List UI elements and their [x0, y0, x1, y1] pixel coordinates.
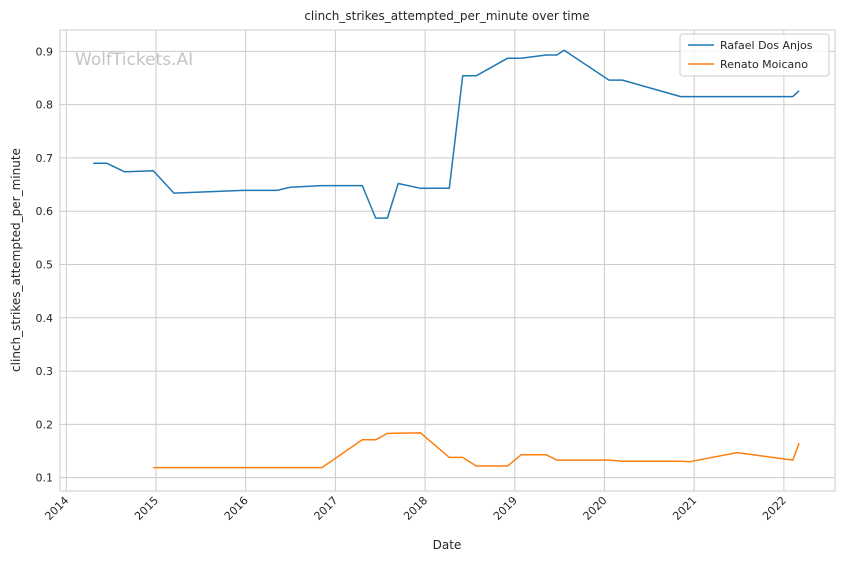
y-tick-label: 0.2 — [36, 418, 54, 431]
series-line-rafael-dos-anjos — [93, 49, 800, 219]
plot-frame — [59, 29, 836, 492]
legend-box — [679, 33, 830, 77]
x-tick-label: 2019 — [491, 494, 520, 523]
y-tick-label: 0.4 — [36, 312, 54, 325]
y-tick-label: 0.6 — [36, 205, 54, 218]
grid-lines — [60, 30, 835, 491]
x-tick-label: 2017 — [312, 494, 341, 523]
y-tick-label: 0.8 — [36, 99, 54, 112]
series-line-renato-moicano — [153, 432, 800, 469]
legend-label-rafael-dos-anjos: Rafael Dos Anjos — [720, 39, 813, 52]
x-tick-label: 2020 — [581, 494, 610, 523]
tick-labels: 0.1 0.2 0.3 0.4 0.5 0.6 0.7 0.8 0.9 2014 2015 2016 2… — [36, 45, 789, 523]
x-tick-label: 2014 — [42, 494, 71, 523]
y-tick-label: 0.3 — [36, 365, 54, 378]
series-lines — [93, 49, 800, 469]
x-tick-label: 2016 — [222, 494, 251, 523]
y-tick-label: 0.9 — [36, 45, 54, 58]
x-tick-label: 2021 — [670, 494, 699, 523]
y-tick-label: 0.7 — [36, 152, 54, 165]
chart-title: clinch_strikes_attempted_per_minute over… — [304, 9, 589, 23]
x-tick-label: 2018 — [401, 494, 430, 523]
legend: Rafael Dos Anjos Renato Moicano — [679, 33, 830, 77]
y-tick-label: 0.1 — [36, 472, 54, 485]
x-tick-label: 2022 — [760, 494, 789, 523]
x-axis-title: Date — [433, 538, 462, 552]
y-tick-label: 0.5 — [36, 258, 54, 271]
legend-label-renato-moicano: Renato Moicano — [720, 58, 808, 71]
y-axis-title: clinch_strikes_attempted_per_minute — [9, 148, 23, 372]
watermark: WolfTickets.AI — [75, 50, 193, 70]
x-tick-label: 2015 — [132, 494, 161, 523]
